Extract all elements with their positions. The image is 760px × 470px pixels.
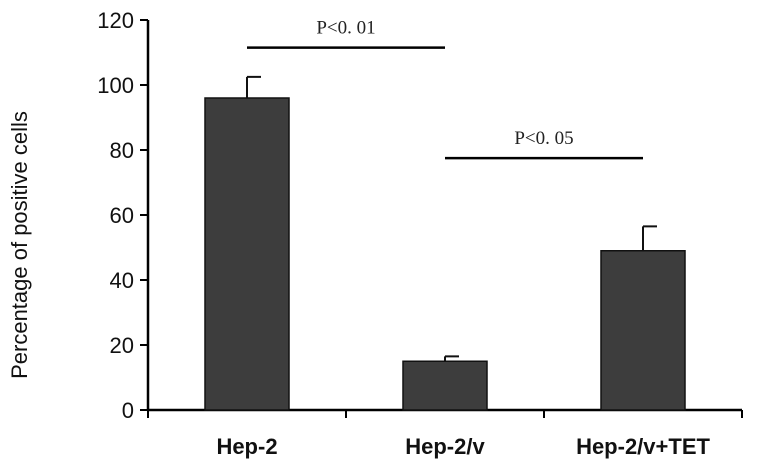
x-tick-label: Hep-2/v bbox=[405, 434, 485, 459]
error-bars-group bbox=[246, 75, 657, 362]
y-tick-label: 20 bbox=[110, 333, 134, 358]
bar-hep-2-v bbox=[402, 360, 488, 411]
y-tick-label: 120 bbox=[97, 8, 134, 33]
significance-label: P<0. 05 bbox=[514, 128, 573, 149]
axes: 0 20 40 60 80 100 120 Hep-2 Hep-2/v Hep-2/v+TET bbox=[97, 8, 743, 459]
significance-annotations: P<0. 01 P<0. 05 bbox=[247, 18, 643, 160]
y-axis-label: Percentage of positive cells bbox=[7, 111, 32, 379]
x-tick-label: Hep-2 bbox=[216, 434, 277, 459]
x-tick-label: Hep-2/v+TET bbox=[576, 434, 710, 459]
y-tick-label: 100 bbox=[97, 73, 134, 98]
bar-hep-2-v-tet bbox=[600, 250, 686, 411]
y-tick-label: 60 bbox=[110, 203, 134, 228]
bars-group bbox=[204, 97, 686, 411]
significance-label: P<0. 01 bbox=[316, 18, 375, 39]
y-tick-label: 0 bbox=[122, 398, 134, 423]
y-tick-label: 40 bbox=[110, 268, 134, 293]
bar-hep-2 bbox=[204, 97, 290, 411]
y-tick-label: 80 bbox=[110, 138, 134, 163]
